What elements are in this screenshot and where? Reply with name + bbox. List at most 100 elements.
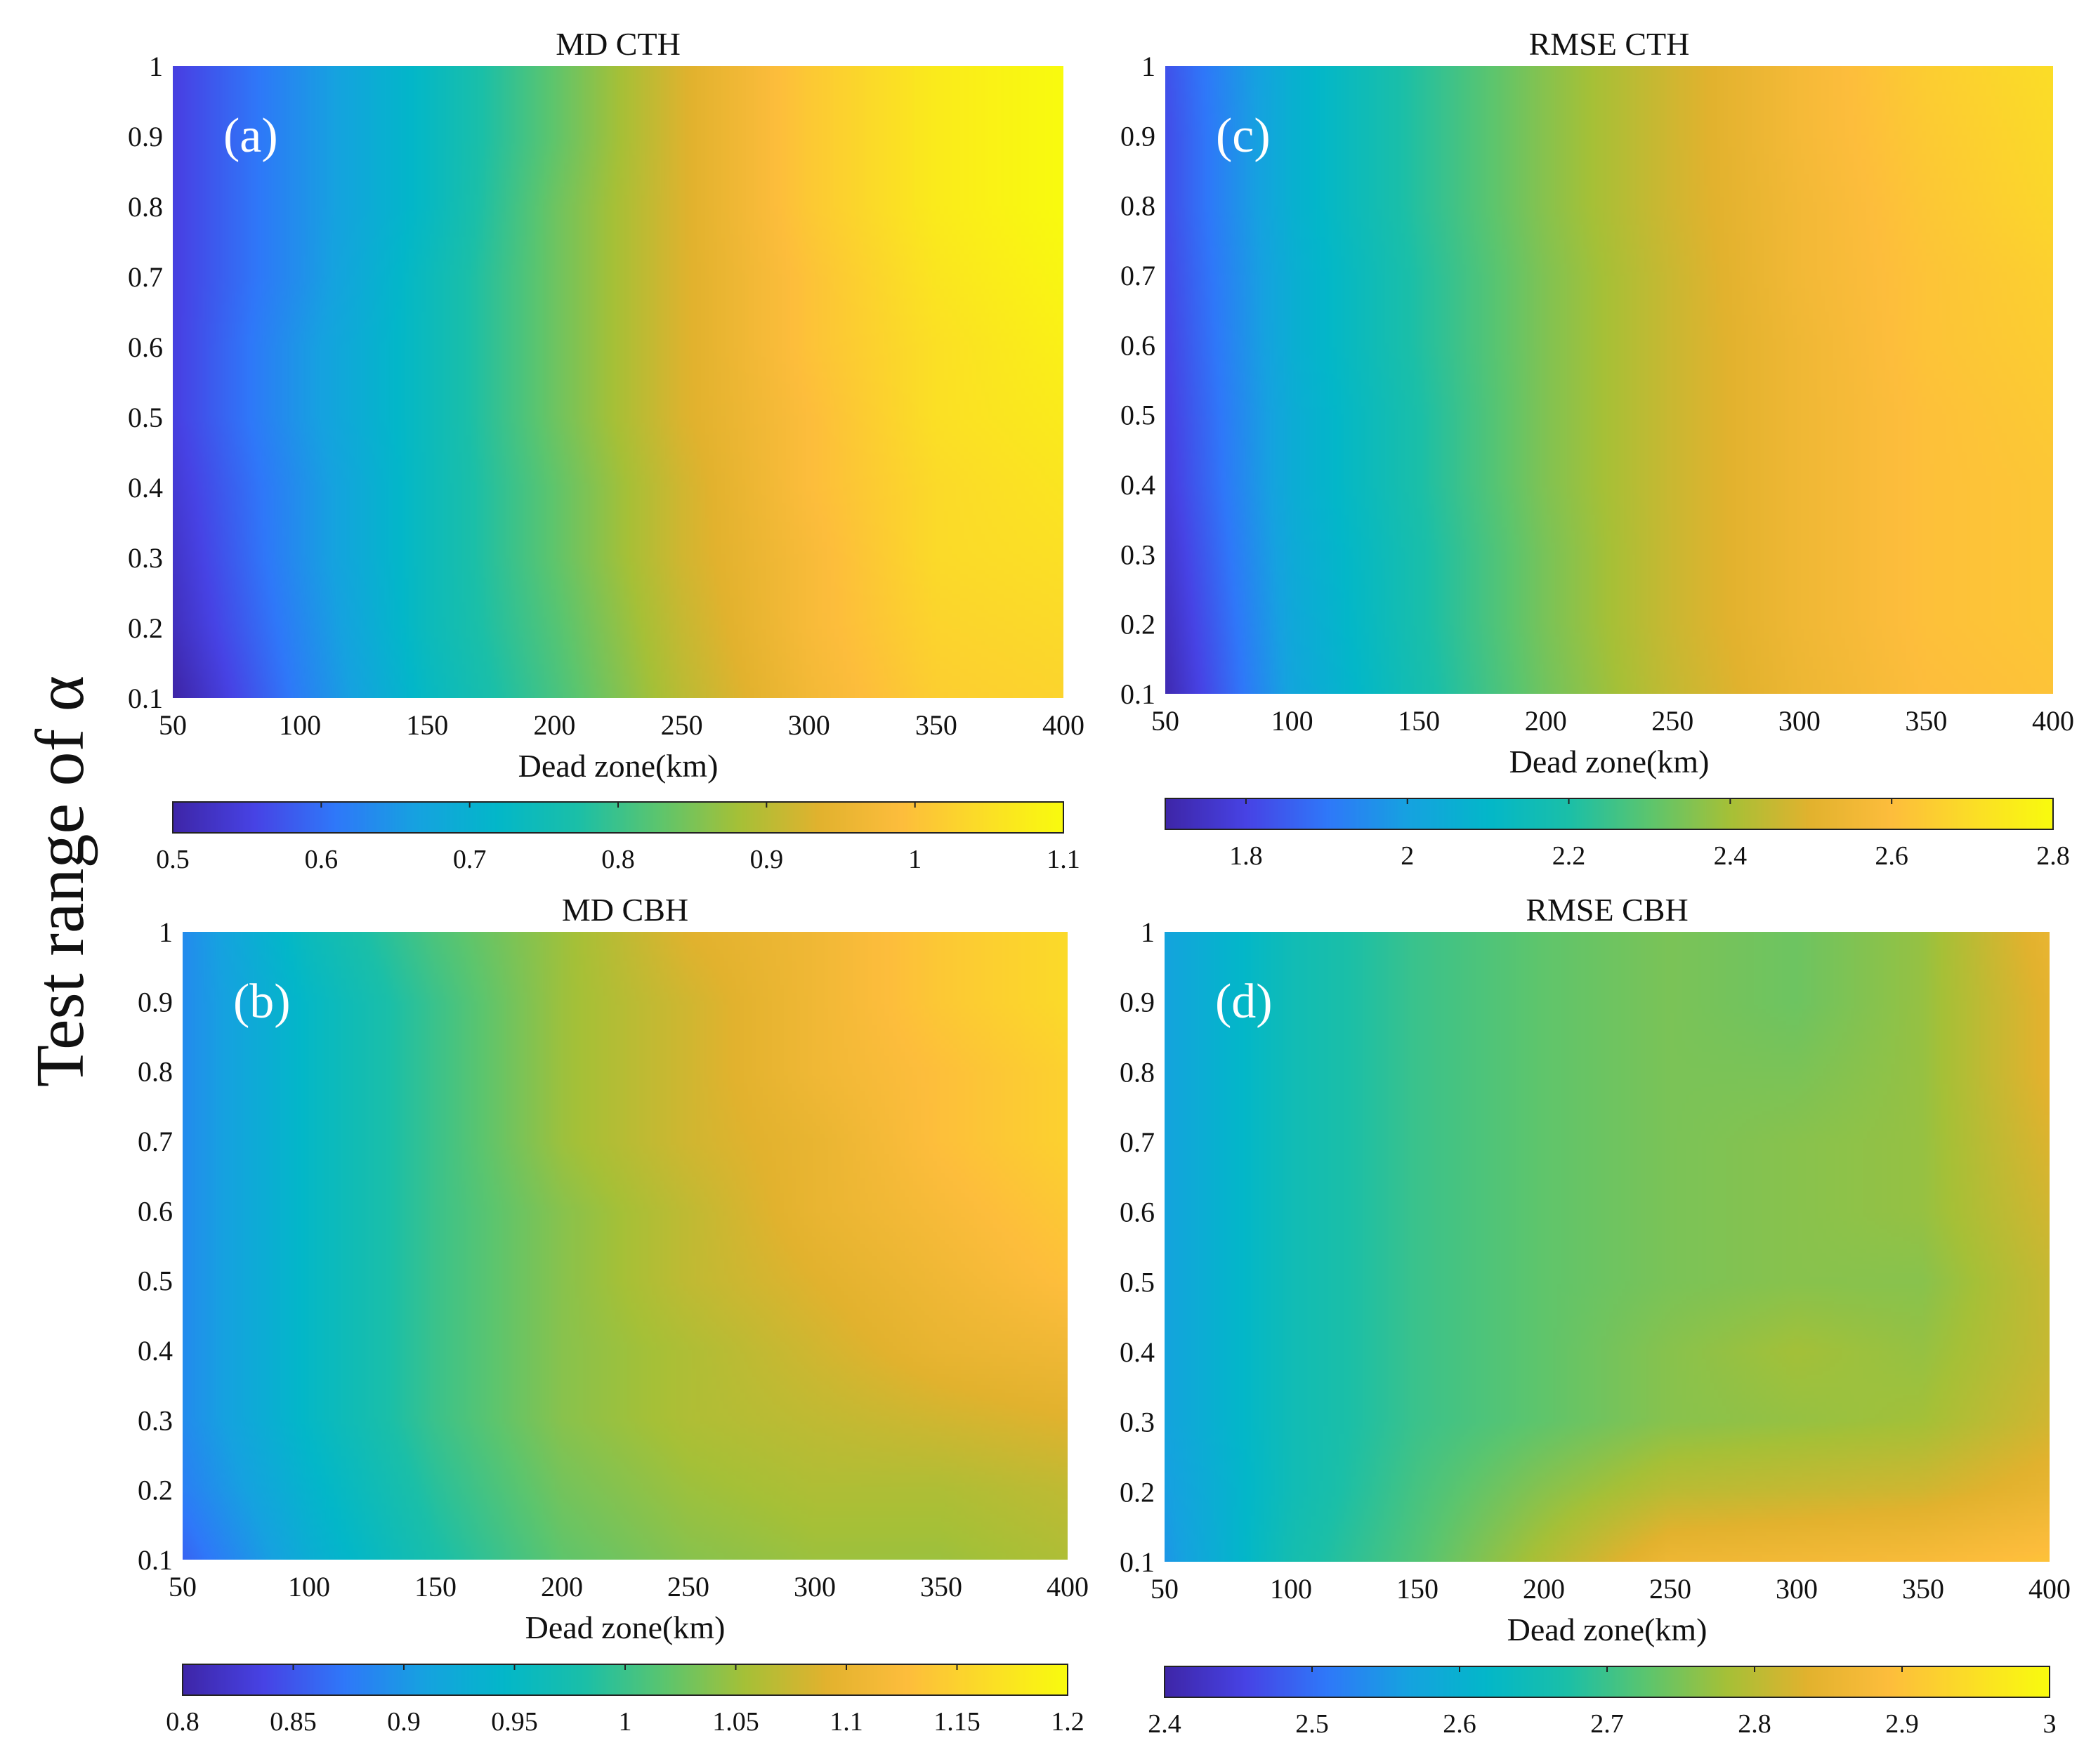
x-tick-label: 100: [279, 709, 321, 741]
colorbar-tick-label: 0.5: [156, 845, 190, 874]
y-tick-label: 1: [149, 51, 163, 82]
x-axis-label: Dead zone(km): [1507, 1612, 1707, 1647]
x-tick-label: 350: [1902, 1573, 1944, 1605]
colorbar-tick-label: 1.1: [830, 1707, 863, 1737]
x-tick-label: 250: [1649, 1573, 1691, 1605]
x-tick-label: 200: [533, 709, 575, 741]
colorbar-tick-label: 2.2: [1552, 841, 1586, 871]
x-tick-label: 100: [288, 1571, 330, 1602]
colorbar-tick-label: 2.6: [1443, 1709, 1476, 1739]
y-tick-label: 0.5: [138, 1265, 173, 1297]
panel-title: RMSE CBH: [1526, 892, 1688, 928]
panel-title: MD CTH: [556, 26, 681, 62]
x-tick-label: 300: [1778, 705, 1821, 737]
colorbar-tick-label: 0.95: [491, 1707, 538, 1737]
colorbar-tick-label: 3: [2043, 1709, 2057, 1739]
y-tick-label: 0.4: [1120, 469, 1155, 501]
x-tick-label: 250: [1651, 705, 1693, 737]
colorbar-tick-label: 2: [1401, 841, 1414, 871]
x-tick-label: 200: [1525, 705, 1567, 737]
panel-letter: (a): [223, 109, 278, 163]
colorbar-tick-label: 0.8: [601, 845, 635, 874]
colorbar-tick-label: 2.8: [2036, 841, 2070, 871]
heatmap-field: [1165, 932, 2050, 1562]
colorbar-tick-label: 2.4: [1714, 841, 1748, 871]
panel-d: RMSE CBH(d)0.10.20.30.40.50.60.70.80.915…: [1120, 892, 2071, 1739]
x-tick-label: 400: [2028, 1573, 2071, 1605]
x-tick-label: 350: [1905, 705, 1947, 737]
x-tick-label: 50: [169, 1571, 197, 1602]
heatmap-field: [183, 932, 1068, 1560]
y-tick-label: 0.6: [138, 1195, 173, 1227]
y-tick-label: 0.7: [138, 1126, 173, 1157]
x-tick-label: 400: [1047, 1571, 1089, 1602]
y-tick-label: 0.1: [1120, 1546, 1155, 1578]
y-tick-label: 1: [1141, 916, 1155, 948]
y-tick-label: 0.6: [1120, 1197, 1155, 1228]
x-tick-label: 100: [1270, 1573, 1312, 1605]
colorbar-tick-label: 2.6: [1875, 841, 1908, 871]
panel-letter: (c): [1216, 109, 1271, 163]
y-tick-label: 0.3: [128, 542, 163, 574]
y-tick-label: 0.9: [1120, 120, 1155, 152]
x-tick-label: 300: [794, 1571, 836, 1602]
x-tick-label: 50: [159, 709, 187, 741]
y-tick-label: 0.2: [138, 1475, 173, 1506]
y-tick-label: 0.1: [138, 1544, 173, 1576]
colorbar-tick-label: 2.9: [1885, 1709, 1919, 1739]
panel-title: RMSE CTH: [1529, 26, 1690, 62]
y-tick-label: 0.3: [1120, 539, 1155, 570]
x-tick-label: 200: [1523, 1573, 1565, 1605]
y-tick-label: 0.3: [138, 1404, 173, 1436]
colorbar-tick-label: 2.8: [1738, 1709, 1771, 1739]
x-tick-label: 150: [1398, 705, 1440, 737]
y-tick-label: 0.4: [138, 1335, 173, 1367]
x-axis-label: Dead zone(km): [1509, 744, 1710, 779]
y-tick-label: 0.9: [1120, 987, 1155, 1018]
heatmap-field: [1165, 66, 2053, 694]
panel-letter: (b): [233, 975, 291, 1029]
x-tick-label: 300: [1776, 1573, 1818, 1605]
colorbar-tick-label: 1: [619, 1707, 632, 1737]
colorbar-tick-label: 0.8: [166, 1707, 199, 1737]
y-tick-label: 0.5: [128, 402, 163, 433]
y-tick-label: 0.4: [128, 472, 163, 503]
y-tick-label: 0.8: [1120, 190, 1155, 222]
y-tick-label: 0.9: [138, 986, 173, 1018]
colorbar: [1165, 798, 2053, 829]
x-tick-label: 250: [661, 709, 703, 741]
colorbar-tick-label: 2.5: [1295, 1709, 1329, 1739]
x-tick-label: 150: [414, 1571, 457, 1602]
x-axis-label: Dead zone(km): [518, 748, 719, 784]
colorbar-tick-label: 0.85: [270, 1707, 317, 1737]
heatmap-field: [173, 66, 1063, 698]
y-tick-label: 0.2: [1120, 609, 1155, 640]
x-tick-label: 400: [1042, 709, 1084, 741]
x-tick-label: 150: [1396, 1573, 1438, 1605]
colorbar-tick-label: 1.2: [1051, 1707, 1084, 1737]
y-tick-label: 0.2: [1120, 1476, 1155, 1508]
panel-letter: (d): [1215, 975, 1273, 1029]
y-tick-label: 1: [159, 916, 173, 948]
y-tick-label: 0.9: [128, 121, 163, 152]
x-tick-label: 200: [541, 1571, 583, 1602]
x-tick-label: 300: [788, 709, 830, 741]
x-tick-label: 150: [406, 709, 448, 741]
x-tick-label: 100: [1271, 705, 1313, 737]
panel-title: MD CBH: [562, 892, 688, 928]
y-tick-label: 0.8: [138, 1056, 173, 1088]
colorbar-tick-label: 0.9: [750, 845, 784, 874]
y-tick-label: 0.4: [1120, 1336, 1155, 1368]
colorbar-tick-label: 2.4: [1148, 1709, 1181, 1739]
y-tick-label: 0.3: [1120, 1407, 1155, 1438]
colorbar-tick-label: 1: [908, 845, 922, 874]
x-tick-label: 250: [667, 1571, 709, 1602]
colorbar-tick-label: 1.8: [1229, 841, 1263, 871]
x-tick-label: 400: [2032, 705, 2074, 737]
x-tick-label: 350: [915, 709, 957, 741]
y-tick-label: 0.1: [128, 683, 163, 714]
